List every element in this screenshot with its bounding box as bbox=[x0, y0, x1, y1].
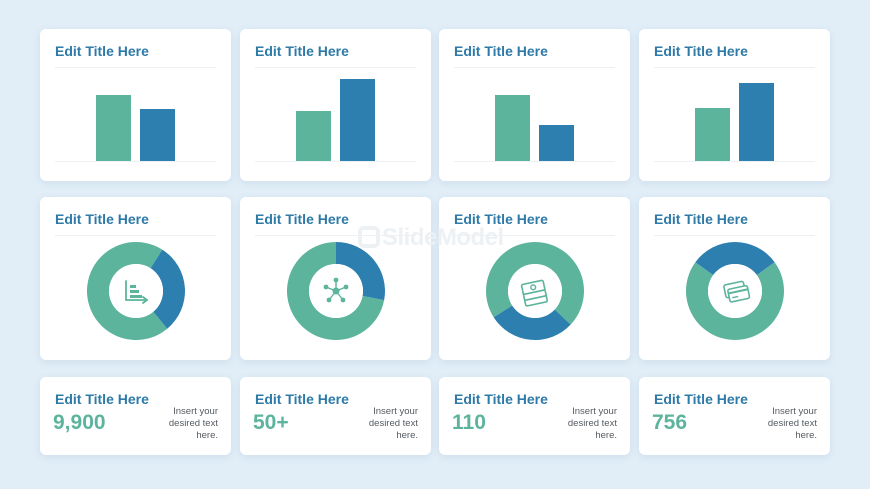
card-title: Edit Title Here bbox=[454, 391, 548, 407]
credit-cards-icon bbox=[723, 280, 751, 303]
bar-a bbox=[296, 111, 331, 161]
bar-chart-card-4: Edit Title Here bbox=[639, 29, 830, 181]
bar-b bbox=[739, 83, 774, 161]
card-title: Edit Title Here bbox=[55, 211, 149, 227]
bar-a bbox=[495, 95, 530, 161]
stat-card-1: Edit Title Here 9,900 Insert your desire… bbox=[40, 377, 231, 455]
donut-chart bbox=[686, 242, 784, 340]
stat-value: 756 bbox=[652, 411, 688, 434]
bar-a bbox=[96, 95, 131, 161]
stat-description: Insert your desired text here. bbox=[567, 406, 617, 441]
donut-slice-highlight bbox=[493, 305, 571, 340]
bar-chart-card-1: Edit Title Here bbox=[40, 29, 231, 181]
bar-b bbox=[340, 79, 375, 161]
stat-card-2: Edit Title Here 50+ Insert your desired … bbox=[240, 377, 431, 455]
card-title: Edit Title Here bbox=[255, 391, 349, 407]
bar-chart bbox=[55, 95, 216, 162]
card-title: Edit Title Here bbox=[454, 211, 548, 227]
bar-chart bbox=[654, 83, 815, 162]
bar-chart-icon bbox=[125, 280, 149, 304]
stat-card-4: Edit Title Here 756 Insert your desired … bbox=[639, 377, 830, 455]
divider bbox=[654, 235, 815, 236]
stat-card-3: Edit Title Here 110 Insert your desired … bbox=[439, 377, 630, 455]
donut-chart bbox=[486, 242, 584, 340]
divider bbox=[454, 67, 615, 68]
donut-slice-highlight bbox=[695, 242, 775, 276]
bar-a bbox=[695, 108, 730, 161]
donut-slice-rest bbox=[486, 242, 584, 325]
donut-chart-card-3: Edit Title Here bbox=[439, 197, 630, 360]
stat-description: Insert your desired text here. bbox=[168, 406, 218, 441]
card-title: Edit Title Here bbox=[55, 43, 149, 59]
donut-chart bbox=[287, 242, 385, 340]
donut-slice-rest bbox=[686, 262, 784, 340]
network-icon bbox=[323, 277, 349, 303]
card-title: Edit Title Here bbox=[654, 211, 748, 227]
card-title: Edit Title Here bbox=[255, 43, 349, 59]
divider bbox=[55, 235, 216, 236]
bar-chart bbox=[454, 95, 615, 162]
bar-chart-card-2: Edit Title Here bbox=[240, 29, 431, 181]
card-title: Edit Title Here bbox=[454, 43, 548, 59]
stat-description: Insert your desired text here. bbox=[368, 406, 418, 441]
divider bbox=[255, 67, 416, 68]
bar-b bbox=[140, 109, 175, 161]
bar-chart-card-3: Edit Title Here bbox=[439, 29, 630, 181]
donut-slice-highlight bbox=[336, 242, 385, 301]
stat-value: 110 bbox=[452, 411, 486, 434]
donut-slice-rest bbox=[86, 242, 168, 340]
card-title: Edit Title Here bbox=[55, 391, 149, 407]
stat-value: 9,900 bbox=[53, 411, 106, 434]
card-title: Edit Title Here bbox=[654, 43, 748, 59]
card-title: Edit Title Here bbox=[255, 211, 349, 227]
bar-chart bbox=[255, 79, 416, 162]
stat-value: 50+ bbox=[253, 411, 289, 434]
divider bbox=[654, 67, 815, 68]
bar-b bbox=[539, 125, 574, 161]
donut-chart bbox=[86, 242, 185, 340]
donut-slice-rest bbox=[287, 242, 385, 340]
stat-description: Insert your desired text here. bbox=[767, 406, 817, 441]
donut-chart-card-4: Edit Title Here bbox=[639, 197, 830, 360]
money-stack-icon bbox=[520, 279, 549, 307]
divider bbox=[255, 235, 416, 236]
donut-slice-highlight bbox=[150, 249, 185, 329]
donut-chart-card-2: Edit Title Here bbox=[240, 197, 431, 360]
card-title: Edit Title Here bbox=[654, 391, 748, 407]
divider bbox=[55, 67, 216, 68]
donut-chart-card-1: Edit Title Here bbox=[40, 197, 231, 360]
divider bbox=[454, 235, 615, 236]
